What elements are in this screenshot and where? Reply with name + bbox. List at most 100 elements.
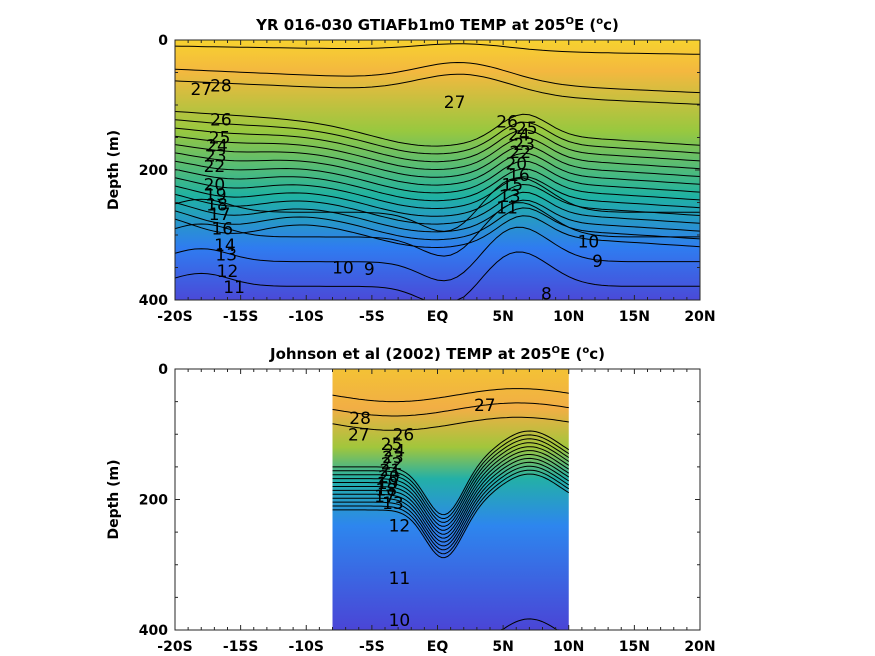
- y-tick-label: 0: [158, 33, 168, 49]
- x-tick-label: 5N: [492, 309, 513, 325]
- y-tick-label: 0: [158, 362, 168, 378]
- contour-label: 14: [214, 236, 236, 256]
- contour-label: 20: [505, 155, 527, 175]
- title-main-top: YR 016-030 GTIAFb1m0 TEMP at 205: [255, 16, 565, 34]
- contour-lines-bottom: [332, 388, 570, 630]
- isotherm-26: [175, 73, 700, 105]
- axes-box-bottom: [174, 368, 701, 631]
- x-tick-labels-bottom: -20S -15S -10S -5S EQ 5N 10N 15N 20N: [157, 639, 715, 655]
- isotherm-23: [332, 438, 570, 523]
- isotherm-8: [175, 251, 700, 300]
- contour-label: 26: [210, 110, 232, 130]
- x-tick-label: 15N: [619, 309, 650, 325]
- isotherm-13: [175, 207, 700, 241]
- contour-label: 12: [389, 517, 411, 537]
- contour-label: 25: [381, 435, 403, 455]
- panel-top-title: YR 016-030 GTIAFb1m0 TEMP at 205OE (oc): [255, 16, 619, 34]
- contour-label: 16: [508, 166, 530, 186]
- y-tick-label: 200: [139, 493, 168, 509]
- contour-label: 17: [209, 205, 231, 225]
- x-tick-labels-top: -20S -15S -10S -5S EQ 5N 10N 15N 20N: [157, 309, 715, 325]
- contour-label: 13: [382, 494, 404, 514]
- isotherm-21: [332, 446, 570, 531]
- isotherm-19: [175, 160, 700, 194]
- x-tick-label: -15S: [223, 309, 258, 325]
- isotherm-22: [175, 135, 700, 171]
- contour-label: 18: [375, 481, 397, 501]
- isotherm-22: [332, 442, 570, 527]
- isotherm-17: [332, 461, 570, 547]
- x-tick-label: 5N: [492, 639, 513, 655]
- isotherm-20: [175, 152, 700, 186]
- y-tick-labels-bottom: 0 200 400: [139, 362, 168, 639]
- isotherm-25: [175, 111, 700, 147]
- y-tick-label: 400: [139, 293, 168, 309]
- contour-label: 27: [444, 93, 466, 113]
- x-tick-label: 10N: [553, 309, 584, 325]
- x-tick-label: -15S: [223, 639, 258, 655]
- isotherm-20: [332, 450, 570, 535]
- isotherm-25: [332, 430, 570, 516]
- isotherm-19: [332, 454, 570, 539]
- contour-label: 27: [190, 80, 212, 100]
- isotherm-14: [175, 199, 700, 233]
- isotherm-11: [175, 177, 700, 232]
- isotherm-24: [175, 119, 700, 155]
- contour-label: 11: [223, 278, 245, 298]
- x-tick-label: -5S: [359, 639, 385, 655]
- contour-label: 10: [332, 259, 354, 279]
- isotherm-21: [175, 144, 700, 178]
- contour-label: 20: [378, 468, 400, 488]
- isotherm-28: [332, 388, 569, 403]
- x-tick-label: 10N: [553, 639, 584, 655]
- contour-label: 11: [389, 569, 411, 589]
- contour-label: 21: [379, 461, 401, 481]
- x-tick-label: 15N: [619, 639, 650, 655]
- x-tick-label: EQ: [427, 639, 449, 655]
- contour-label: 8: [541, 285, 552, 305]
- y-tick-label: 400: [139, 623, 168, 639]
- isotherm-16: [175, 183, 700, 217]
- contour-label: 28: [210, 77, 232, 97]
- isotherm-12: [175, 215, 700, 249]
- contour-label: 16: [211, 220, 233, 240]
- contour-label: 9: [592, 252, 603, 272]
- contour-label: 18: [206, 195, 228, 215]
- isotherm-24: [332, 434, 570, 520]
- contour-label: 27: [348, 425, 370, 445]
- panel-bottom: Johnson et al (2002) TEMP at 205OE (oc) …: [106, 345, 716, 655]
- isotherm-17: [175, 176, 700, 210]
- contour-label: 24: [383, 442, 405, 462]
- isotherm-16: [332, 465, 570, 551]
- isotherm-10: [175, 202, 700, 257]
- contour-label: 12: [217, 262, 239, 282]
- isotherm-18: [175, 168, 700, 202]
- contour-label: 24: [508, 125, 530, 145]
- y-axis-label-bottom: Depth (m): [106, 459, 122, 539]
- contour-label: 19: [205, 186, 227, 206]
- contour-label: 23: [513, 135, 535, 155]
- axes-box-top: [174, 39, 701, 301]
- isotherm-15: [332, 469, 570, 555]
- contour-label: 10: [389, 611, 411, 631]
- y-tick-label: 200: [139, 163, 168, 179]
- x-tick-label: -5S: [359, 309, 385, 325]
- contour-label: 19: [377, 474, 399, 494]
- contour-label: 25: [209, 129, 231, 149]
- isotherm-23: [175, 127, 700, 163]
- contour-label: 25: [516, 119, 538, 139]
- isotherm-15: [175, 191, 700, 225]
- contour-label: 26: [496, 112, 518, 132]
- contour-label: 24: [206, 136, 228, 156]
- contour-label: 11: [496, 199, 518, 219]
- panel-bottom-title: Johnson et al (2002) TEMP at 205OE (oc): [269, 345, 605, 363]
- y-tick-labels-top: 0 200 400: [139, 33, 168, 309]
- contour-label: 28: [349, 409, 371, 429]
- isotherm-27: [332, 402, 569, 417]
- contour-label: 13: [499, 187, 521, 207]
- y-axis-label-top: Depth (m): [106, 130, 122, 210]
- title-main-bottom: Johnson et al (2002) TEMP at 205: [269, 345, 552, 363]
- temperature-field-bottom: [332, 369, 569, 630]
- contour-label: 22: [381, 455, 403, 475]
